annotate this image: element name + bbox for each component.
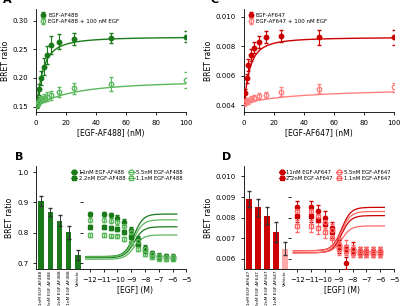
Y-axis label: BRET ratio: BRET ratio <box>1 41 10 81</box>
X-axis label: [EGF-AF647] (nM): [EGF-AF647] (nM) <box>285 129 353 138</box>
Y-axis label: BRET ratio: BRET ratio <box>204 41 213 81</box>
Bar <box>48 212 54 306</box>
Legend: 11nM EGF-AF488, 2.2nM EGF-AF488, 5.5nM EGF-AF488, 1.1nM EGF-AF488: 11nM EGF-AF488, 2.2nM EGF-AF488, 5.5nM E… <box>70 169 184 181</box>
Text: A: A <box>3 0 12 5</box>
Legend: 11nM EGF-AF647, 2.2nM EGF-AF647, 5.5nM EGF-AF647, 1.1nM EGF-AF647: 11nM EGF-AF647, 2.2nM EGF-AF647, 5.5nM E… <box>278 169 391 181</box>
Text: B: B <box>15 152 23 162</box>
Legend: EGF-AF488, EGF-AF488 + 100 nM EGF: EGF-AF488, EGF-AF488 + 100 nM EGF <box>39 12 120 25</box>
Bar <box>38 201 44 306</box>
X-axis label: [EGF] (M): [EGF] (M) <box>324 286 360 295</box>
Legend: EGF-AF647, EGF-AF647 + 100 nM EGF: EGF-AF647, EGF-AF647 + 100 nM EGF <box>246 12 328 25</box>
X-axis label: [EGF] (M): [EGF] (M) <box>117 286 153 295</box>
Bar <box>273 232 279 306</box>
Text: D: D <box>222 152 232 162</box>
Bar <box>264 216 270 306</box>
Text: C: C <box>210 0 219 5</box>
Y-axis label: BRET ratio: BRET ratio <box>204 198 213 238</box>
Bar <box>282 249 288 306</box>
Bar <box>255 207 261 306</box>
Bar <box>75 255 80 306</box>
Bar <box>246 199 252 306</box>
X-axis label: [EGF-AF488] (nM): [EGF-AF488] (nM) <box>78 129 145 138</box>
Bar <box>56 221 62 306</box>
Bar <box>66 232 72 306</box>
Y-axis label: BRET ratio: BRET ratio <box>5 198 14 238</box>
